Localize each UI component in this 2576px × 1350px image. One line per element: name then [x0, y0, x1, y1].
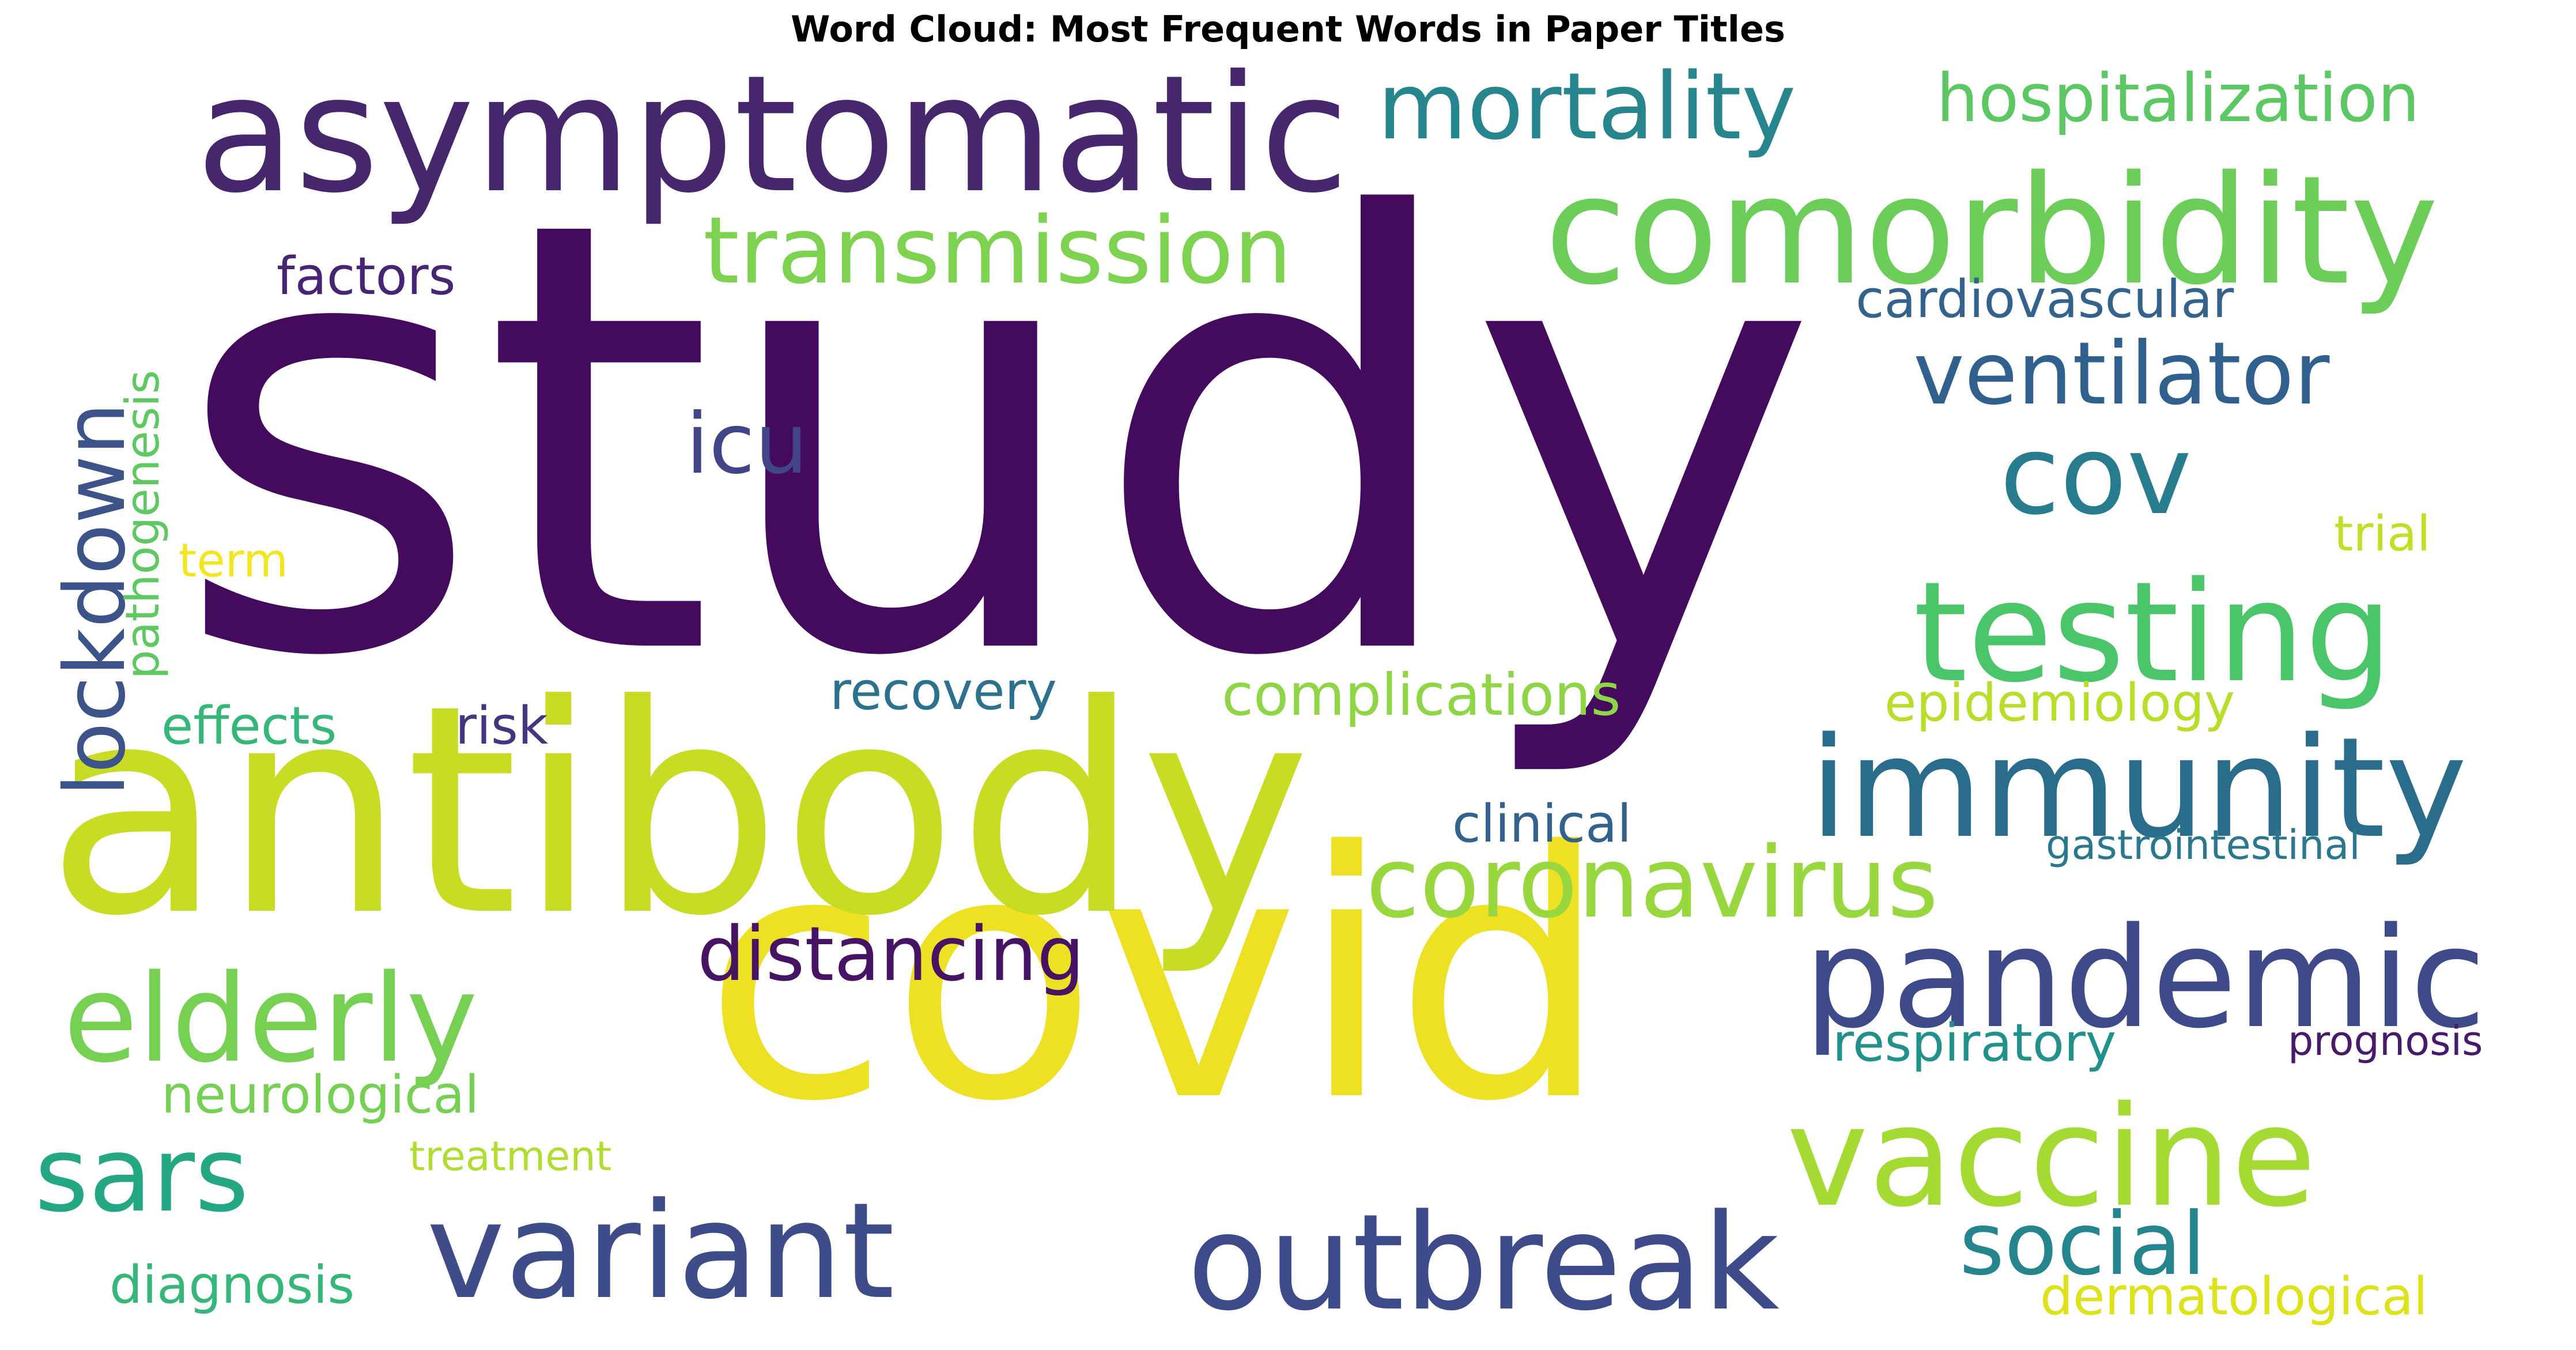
word-respiratory: respiratory [1833, 1013, 2116, 1073]
word-lockdown: lockdown [47, 402, 144, 797]
word-antibody: antibody [46, 643, 1311, 979]
word-gastrointestinal: gastrointestinal [2046, 821, 2360, 869]
word-factors: factors [277, 246, 456, 307]
word-sars: sars [35, 1115, 249, 1235]
word-dermatological: dermatological [2040, 1266, 2428, 1327]
word-variant: variant [426, 1175, 894, 1329]
word-distancing: distancing [697, 910, 1085, 998]
word-term: term [179, 534, 288, 587]
word-transmission: transmission [703, 197, 1292, 304]
word-mortality: mortality [1377, 52, 1796, 160]
word-pandemic: pandemic [1804, 898, 2486, 1059]
word-immunity: immunity [1810, 707, 2467, 869]
word-prognosis: prognosis [2288, 1017, 2483, 1065]
word-study: study [173, 95, 1819, 786]
word-risk: risk [455, 696, 548, 756]
word-vaccine: vaccine [1786, 1076, 2316, 1238]
word-comorbidity: comorbidity [1544, 144, 2439, 318]
word-epidemiology: epidemiology [1884, 673, 2235, 733]
word-testing: testing [1913, 552, 2393, 713]
word-treatment: treatment [409, 1133, 611, 1180]
word-elderly: elderly [63, 948, 478, 1089]
word-diagnosis: diagnosis [109, 1255, 354, 1315]
word-covid: covid [703, 780, 1610, 1176]
word-coronavirus: coronavirus [1366, 826, 1939, 940]
word-cov: cov [2000, 412, 2192, 539]
word-trial: trial [2334, 506, 2431, 563]
word-pathogenesis: pathogenesis [116, 370, 169, 679]
word-social: social [1959, 1194, 2206, 1295]
word-effects: effects [161, 696, 337, 756]
word-hospitalization: hospitalization [1936, 60, 2420, 137]
word-cardiovascular: cardiovascular [1856, 269, 2234, 330]
word-neurological: neurological [161, 1065, 479, 1125]
word-asymptomatic: asymptomatic [196, 41, 1349, 229]
chart-title: Word Cloud: Most Frequent Words in Paper… [791, 8, 1785, 50]
word-recovery: recovery [830, 661, 1057, 722]
word-clinical: clinical [1452, 794, 1631, 854]
word-ventilator: ventilator [1913, 324, 2330, 424]
word-complications: complications [1222, 661, 1621, 729]
word-outbreak: outbreak [1187, 1186, 1780, 1340]
word-icu: icu [686, 395, 808, 493]
